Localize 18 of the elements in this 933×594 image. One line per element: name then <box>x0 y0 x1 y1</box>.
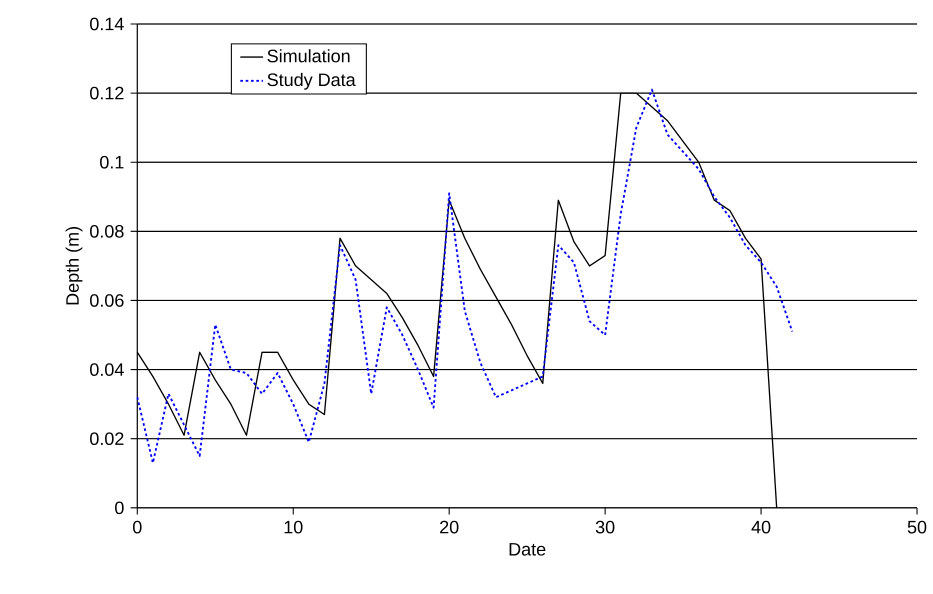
y-axis-title: Depth (m) <box>66 226 82 304</box>
x-tick-label: 0 <box>132 520 142 534</box>
x-tick-label: 20 <box>440 520 458 534</box>
x-tick-label: 30 <box>596 520 614 534</box>
y-tick-label: 0.1 <box>100 156 124 168</box>
x-tick-label: 40 <box>751 520 770 534</box>
y-tick-label: 0.12 <box>90 86 124 100</box>
x-tick-label: 10 <box>284 520 303 534</box>
x-tick-label: 50 <box>908 520 926 534</box>
legend-label: Study Data <box>267 72 356 90</box>
y-tick-label: 0.08 <box>90 224 124 238</box>
y-tick-label: 0.14 <box>90 17 124 30</box>
y-tick-label: 0.04 <box>90 362 124 376</box>
x-axis-title: Date <box>510 542 546 556</box>
y-tick-label: 0 <box>115 501 124 514</box>
y-tick-label: 0.02 <box>90 432 124 445</box>
legend-label: Simulation <box>267 48 350 62</box>
y-tick-label: 0.06 <box>90 294 124 307</box>
